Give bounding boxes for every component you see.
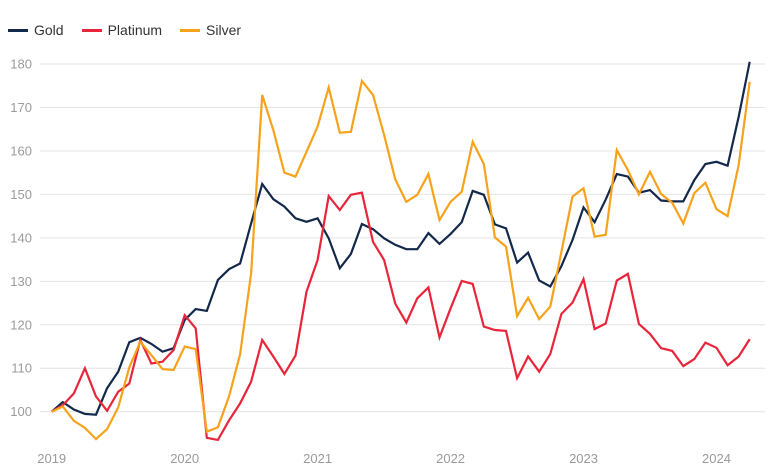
gridlines: [40, 63, 765, 413]
y-tick-label: 170: [10, 100, 32, 115]
legend-item-silver[interactable]: Silver: [180, 22, 241, 38]
legend-swatch-platinum: [81, 28, 102, 32]
y-tick-label: 120: [10, 317, 32, 332]
legend-label: Gold: [34, 22, 64, 38]
y-tick-label: 110: [11, 361, 32, 376]
y-tick-label: 180: [10, 57, 32, 72]
legend-label: Platinum: [107, 22, 163, 38]
legend-item-platinum[interactable]: Platinum: [81, 22, 163, 38]
y-tick-label: 160: [10, 143, 32, 158]
y-tick-label: 140: [10, 230, 32, 245]
y-tick-label: 150: [10, 187, 32, 202]
legend-swatch-silver: [180, 28, 201, 32]
x-tick-label: 2022: [436, 451, 465, 466]
legend-item-gold[interactable]: Gold: [8, 22, 64, 38]
y-tick-label: 130: [10, 274, 32, 289]
legend-swatch-gold: [8, 28, 28, 32]
x-tick-label: 2019: [37, 451, 66, 466]
legend-label: Silver: [206, 22, 242, 38]
y-tick-label: 100: [10, 404, 32, 419]
series-line-silver: [51, 78, 751, 441]
series-lines: [50, 61, 751, 442]
x-tick-label: 2024: [702, 451, 731, 466]
x-tick-label: 2023: [569, 451, 598, 466]
legend: Gold Platinum Silver: [8, 22, 241, 38]
x-axis-ticks: 2019 2020 2021 2022 2023 2024: [37, 451, 731, 466]
x-tick-label: 2020: [170, 451, 199, 466]
series-line-platinum: [51, 191, 751, 442]
y-axis-ticks: 100 110 120 130 140 150 160 170 180: [10, 57, 32, 420]
x-tick-label: 2021: [303, 451, 332, 466]
